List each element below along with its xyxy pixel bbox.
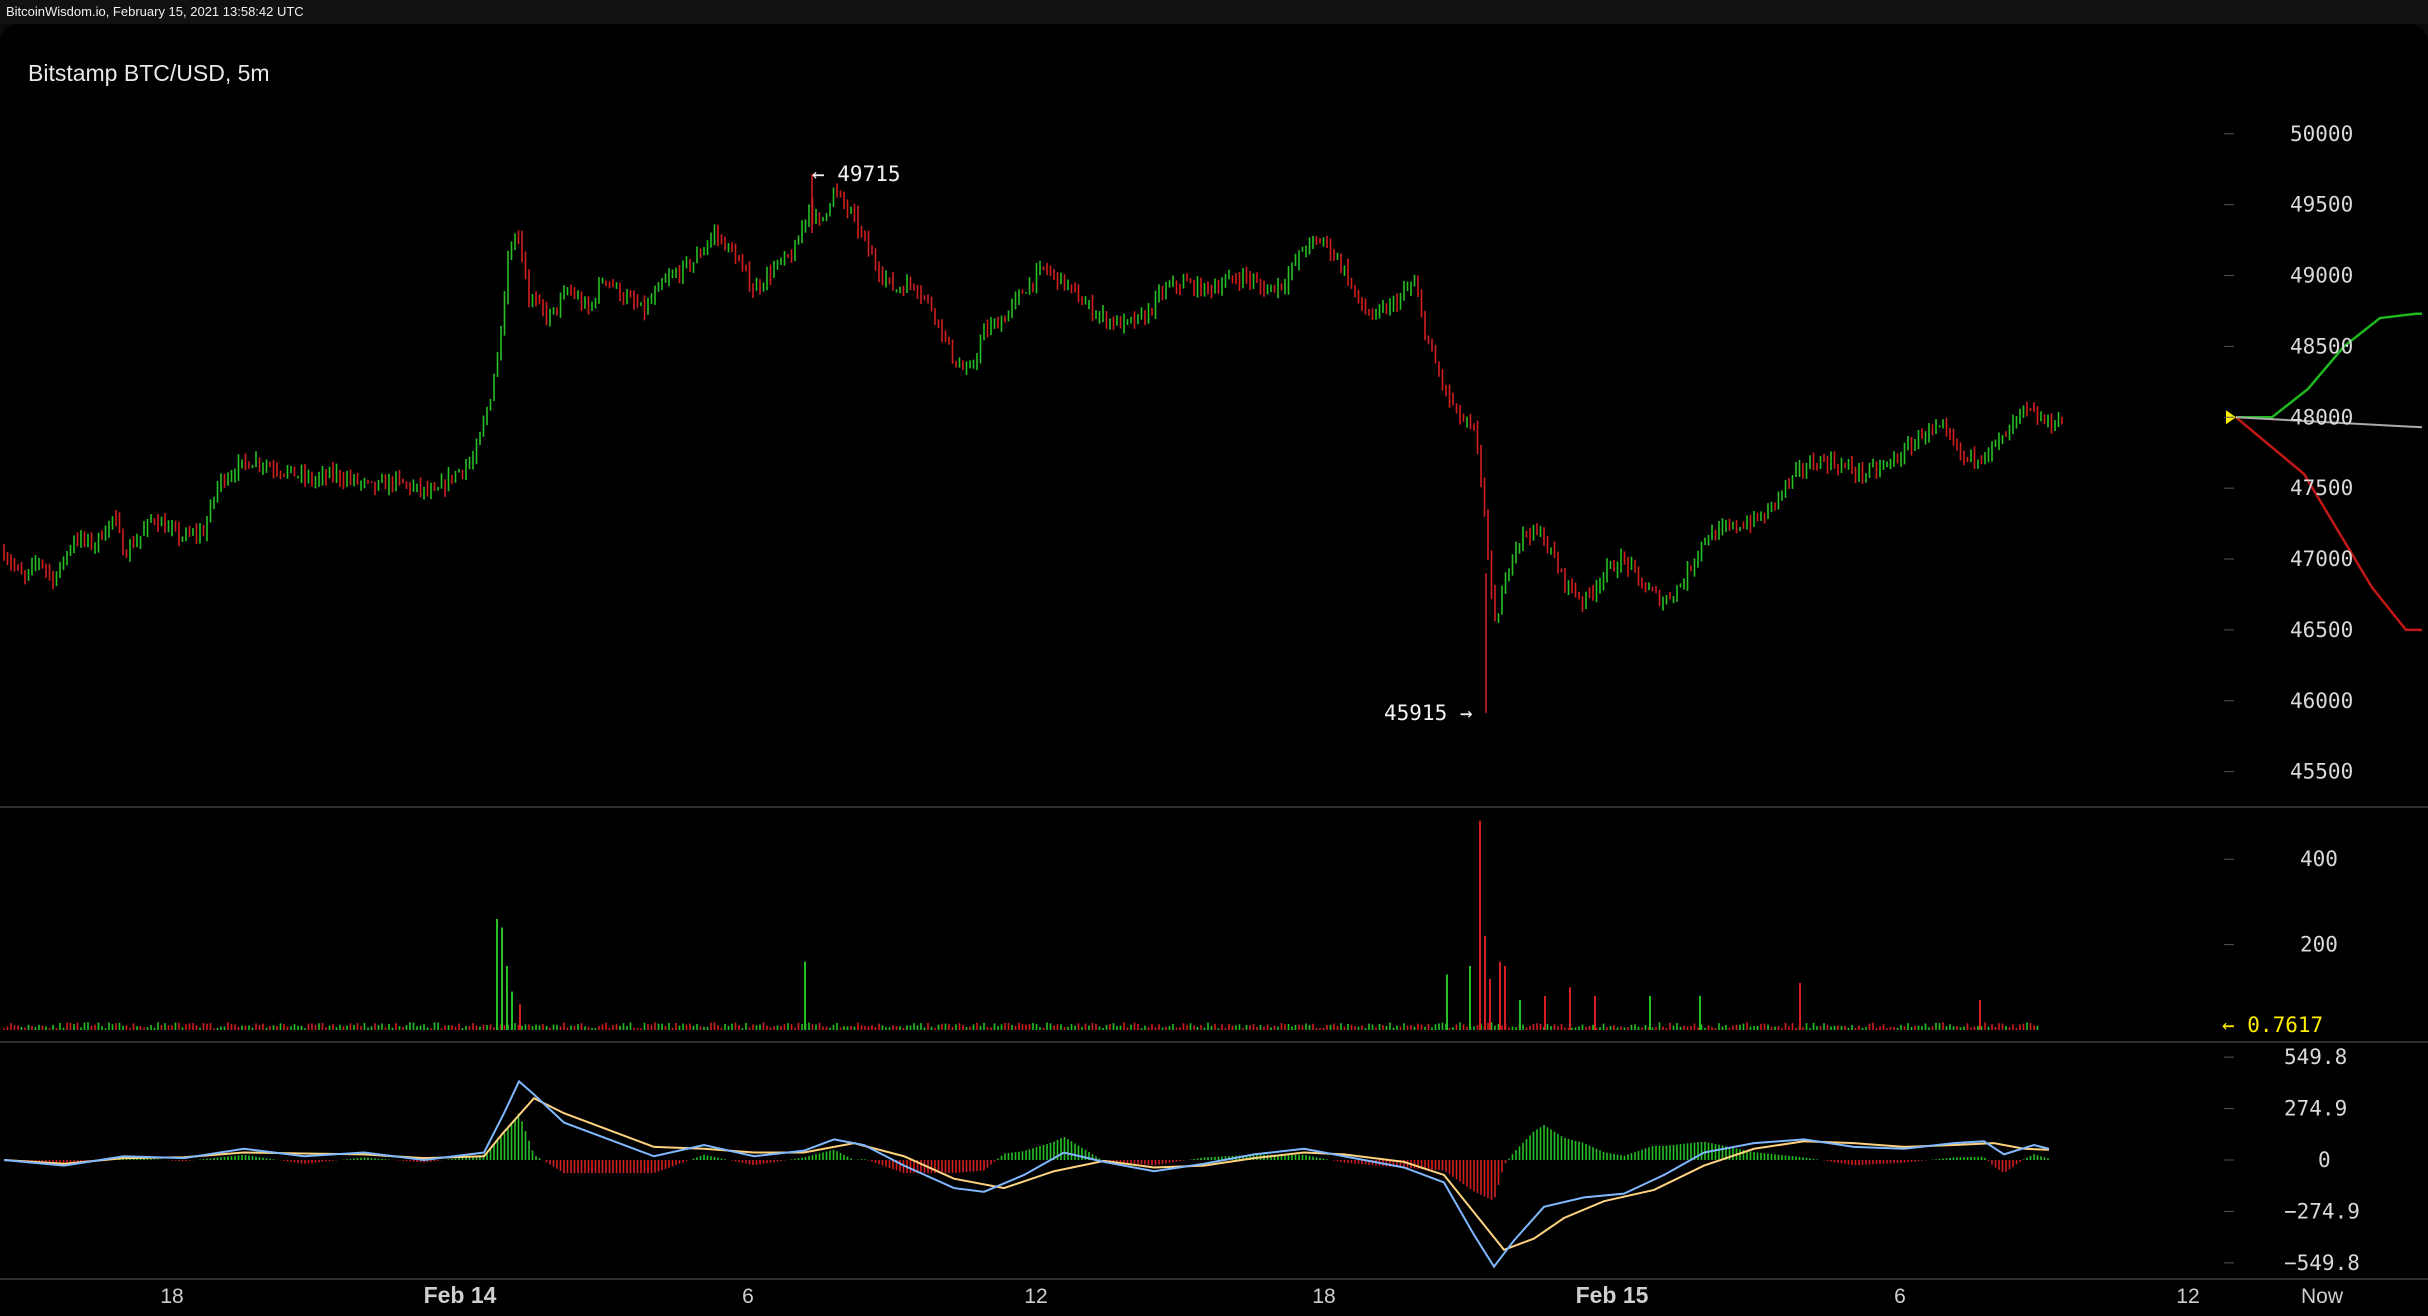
- macd-line: [3, 1079, 2050, 1269]
- volume-tick-label: 200: [2300, 933, 2338, 957]
- x-axis-label: 6: [742, 1285, 754, 1308]
- price-tick-label: 48000: [2290, 405, 2353, 429]
- high-price-label: ← 49715: [812, 162, 901, 186]
- macd-tick-label: 274.9: [2284, 1097, 2347, 1121]
- x-axis-label: Feb 14: [424, 1282, 497, 1308]
- price-tick-label: 47000: [2290, 547, 2353, 571]
- price-tick-label: 50000: [2290, 122, 2353, 146]
- x-axis-label: 12: [2176, 1285, 2199, 1308]
- price-tick-label: 49500: [2290, 193, 2353, 217]
- x-axis-label: 12: [1024, 1285, 1047, 1308]
- macd-tick-label: −549.8: [2284, 1251, 2360, 1275]
- last-volume-label: ← 0.7617: [2222, 1013, 2323, 1037]
- x-axis-label: Feb 15: [1576, 1282, 1649, 1308]
- top-bar: BitcoinWisdom.io, February 15, 2021 13:5…: [0, 0, 2428, 24]
- chart-title: Bitstamp BTC/USD, 5m: [28, 60, 270, 86]
- depth-mid-line: [2235, 416, 2423, 429]
- x-axis-label: 6: [1894, 1285, 1906, 1308]
- price-tick-label: 46500: [2290, 618, 2353, 642]
- macd-tick-label: 549.8: [2284, 1045, 2347, 1069]
- price-tick-label: 49000: [2290, 264, 2353, 288]
- x-axis-label: 18: [160, 1285, 183, 1308]
- price-tick-label: 47500: [2290, 476, 2353, 500]
- price-tick-label: 48500: [2290, 334, 2353, 358]
- low-price-label: 45915 →: [1384, 701, 1473, 725]
- depth-bid-line: [2236, 312, 2422, 419]
- volume-tick-label: 400: [2300, 847, 2338, 871]
- depth-ask-line: [2235, 416, 2422, 632]
- chart-frame[interactable]: Bitstamp BTC/USD, 5m: [0, 24, 2428, 1316]
- macd-tick-label: −274.9: [2284, 1199, 2360, 1223]
- macd-tick-label: 0: [2318, 1148, 2331, 1172]
- x-axis-label: 18: [1312, 1285, 1335, 1308]
- x-axis-label: Now: [2301, 1285, 2344, 1308]
- price-tick-label: 46000: [2290, 689, 2353, 713]
- price-tick-label: 45500: [2290, 760, 2353, 784]
- site-timestamp: BitcoinWisdom.io, February 15, 2021 13:5…: [6, 4, 304, 19]
